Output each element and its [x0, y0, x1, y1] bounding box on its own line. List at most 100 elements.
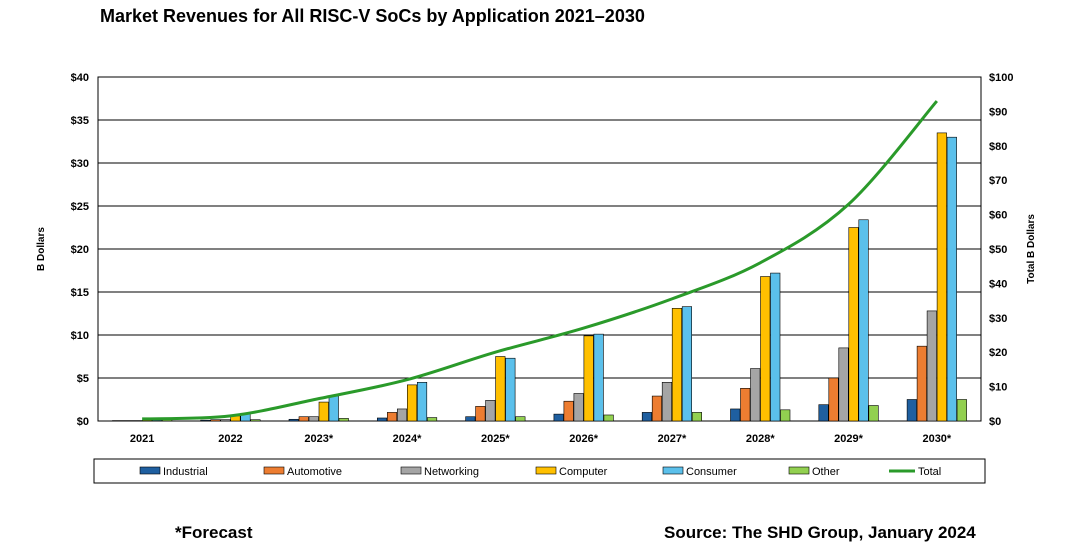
bar-consumer-2023 [328, 395, 339, 422]
x-tick-label: 2026* [569, 433, 598, 445]
x-tick-label: 2025* [481, 433, 510, 445]
bar-automotive-2026 [563, 400, 574, 422]
bar-automotive-2022 [210, 419, 221, 422]
bar-consumer-2021 [152, 419, 163, 422]
legend-label-computer: Computer [559, 466, 608, 478]
bar-automotive-2029 [828, 377, 839, 422]
x-tick-label: 2027* [658, 433, 687, 445]
bar-other-2023 [338, 418, 349, 422]
bar-other-2030 [956, 399, 967, 422]
y-tick-label: $5 [77, 373, 89, 385]
bar-automotive-2027 [651, 395, 663, 422]
legend-swatch-computer [535, 466, 557, 475]
bar-industrial-2026 [553, 413, 564, 422]
bar-computer-2029 [848, 227, 859, 422]
bar-other-2027 [691, 412, 703, 422]
bar-automotive-2028 [740, 388, 751, 422]
bar-computer-2027 [671, 308, 683, 422]
x-axis-ticks: 2021 2022 2023* 2024* 2025* 2026* 2027* 2028* 20… [130, 433, 952, 445]
y-tick-label: $15 [71, 287, 89, 299]
bar-industrial-2022 [200, 419, 211, 422]
bar-automotive-2030 [916, 345, 927, 422]
bar-networking-2025 [485, 400, 496, 422]
total-line [142, 100, 938, 421]
bar-industrial-2025 [465, 416, 476, 422]
bar-consumer-2024 [416, 381, 428, 422]
y2-tick-label: $0 [989, 416, 1001, 428]
bar-networking-2028 [750, 368, 761, 422]
source-note: Source: The SHD Group, January 2024 [664, 523, 976, 542]
bars [112, 132, 967, 422]
y2-tick-label: $20 [989, 347, 1007, 359]
bar-industrial-2024 [376, 417, 388, 422]
bar-networking-2026 [573, 393, 584, 422]
bar-networking-2023 [308, 416, 319, 422]
bar-consumer-2026 [593, 333, 604, 422]
y-tick-label: $35 [71, 115, 89, 127]
bar-industrial-2027 [641, 412, 653, 422]
legend-swatch-networking [400, 466, 422, 475]
x-tick-label: 2021 [130, 433, 154, 445]
bar-computer-2025 [495, 356, 506, 422]
legend-label-automotive: Automotive [287, 466, 342, 478]
bar-consumer-2029 [858, 219, 869, 422]
y2-tick-label: $70 [989, 175, 1007, 187]
legend-label-other: Other [812, 466, 840, 478]
legend-label-industrial: Industrial [163, 466, 208, 478]
bar-industrial-2028 [730, 408, 741, 422]
bar-industrial-2023 [288, 418, 299, 422]
bar-consumer-2028 [770, 272, 781, 422]
legend-label-total: Total [918, 466, 941, 478]
bar-other-2028 [780, 409, 791, 422]
x-tick-label: 2029* [834, 433, 863, 445]
y2-tick-label: $80 [989, 141, 1007, 153]
y2-tick-label: $100 [989, 72, 1013, 84]
y2-axis-ticks: $0 $10 $20 $30 $40 $50 $60 $70 $80 $90 $100 [989, 72, 1013, 428]
y-tick-label: $25 [71, 201, 89, 213]
x-tick-label: 2030* [922, 433, 951, 445]
bar-other-2024 [426, 417, 438, 422]
total-line-group [142, 100, 938, 421]
legend-swatch-industrial [139, 466, 161, 475]
y-axis-ticks: $0 $5 $10 $15 $20 $25 $30 $35 $40 [71, 72, 89, 428]
bar-consumer-2030 [946, 136, 957, 422]
chart-title: Market Revenues for All RISC-V SoCs by A… [100, 6, 645, 26]
bar-other-2025 [515, 416, 526, 422]
x-tick-label: 2023* [304, 433, 333, 445]
bar-consumer-2027 [681, 306, 693, 422]
bar-networking-2027 [661, 381, 673, 422]
bar-automotive-2024 [386, 412, 398, 422]
y2-tick-label: $50 [989, 244, 1007, 256]
bar-automotive-2023 [298, 416, 309, 422]
bar-automotive-2025 [475, 406, 486, 422]
x-tick-label: 2028* [746, 433, 775, 445]
legend-label-networking: Networking [424, 466, 479, 478]
legend-swatch-other [788, 466, 810, 475]
bar-consumer-2025 [505, 357, 516, 422]
bar-other-2022 [250, 419, 261, 422]
bar-computer-2024 [406, 384, 418, 422]
bar-computer-2028 [760, 276, 771, 422]
y2-tick-label: $40 [989, 278, 1007, 290]
x-tick-label: 2024* [393, 433, 422, 445]
y2-tick-label: $90 [989, 106, 1007, 118]
bar-networking-2022 [220, 419, 231, 422]
bar-industrial-2029 [818, 404, 829, 422]
bar-computer-2023 [318, 401, 329, 422]
bar-computer-2026 [583, 335, 594, 422]
y-tick-label: $40 [71, 72, 89, 84]
plot-area-frame [97, 76, 982, 422]
bar-networking-2030 [926, 310, 937, 422]
y2-tick-label: $60 [989, 210, 1007, 222]
y-tick-label: $20 [71, 244, 89, 256]
legend: Industrial Automotive Networking Computer Co… [139, 466, 941, 478]
forecast-footnote: *Forecast [175, 523, 253, 542]
x-tick-label: 2022 [218, 433, 242, 445]
legend-swatch-consumer [662, 466, 684, 475]
y2-axis-label: Total B Dollars [1026, 214, 1037, 284]
y-tick-label: $10 [71, 330, 89, 342]
y2-tick-label: $30 [989, 313, 1007, 325]
y-axis-label: B Dollars [36, 227, 47, 271]
bar-industrial-2030 [906, 399, 917, 422]
